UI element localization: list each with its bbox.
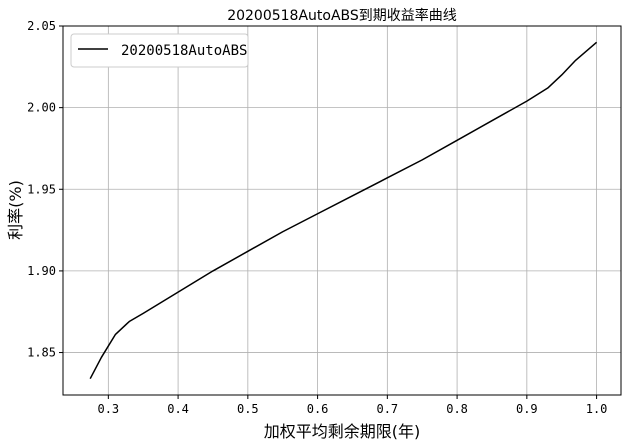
x-tick-label: 0.7 [376, 402, 398, 416]
series-layer [89, 41, 598, 380]
y-axis-label: 利率(%) [6, 180, 25, 240]
x-tick-label: 1.0 [586, 402, 608, 416]
x-tick-label: 0.3 [97, 402, 119, 416]
x-tick-label: 0.5 [237, 402, 259, 416]
y-tick-label: 2.05 [27, 19, 56, 33]
y-ticks: 1.85 1.90 1.95 2.00 2.05 [27, 19, 63, 360]
y-tick-label: 1.90 [27, 264, 56, 278]
legend: 20200518AutoABS [70, 33, 249, 68]
series-line [89, 41, 598, 380]
chart-title: 20200518AutoABS到期收益率曲线 [227, 7, 457, 24]
y-tick-label: 2.00 [27, 101, 56, 115]
x-axis-label: 加权平均剩余期限(年) [264, 422, 421, 441]
x-tick-label: 0.4 [167, 402, 189, 416]
y-tick-label: 1.95 [27, 182, 56, 196]
grid [63, 25, 621, 395]
plot-frame [62, 25, 622, 396]
x-tick-label: 0.9 [516, 402, 538, 416]
x-tick-label: 0.6 [307, 402, 329, 416]
legend-label: 20200518AutoABS [121, 43, 247, 59]
legend-box [70, 33, 249, 68]
x-ticks: 0.3 0.4 0.5 0.6 0.7 0.8 0.9 1.0 [97, 395, 607, 416]
x-tick-label: 0.8 [446, 402, 468, 416]
y-tick-label: 1.85 [27, 346, 56, 360]
